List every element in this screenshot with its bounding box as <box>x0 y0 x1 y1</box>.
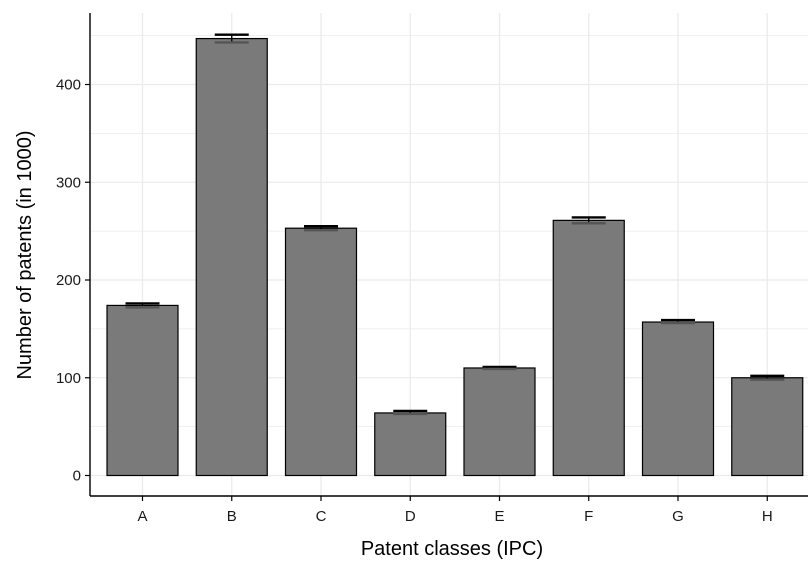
y-axis-title: Number of patents (in 1000) <box>14 130 36 379</box>
bars <box>106 37 804 477</box>
bar-c <box>284 227 358 477</box>
y-tick-label: 200 <box>56 272 81 289</box>
error-bar-g <box>661 318 695 325</box>
y-tick-label: 0 <box>73 468 81 485</box>
error-bars <box>125 33 785 416</box>
x-tick-label-f: F <box>584 508 593 525</box>
error-bar-d <box>393 409 428 416</box>
x-tick-label-e: E <box>494 508 504 525</box>
error-bar-a <box>125 302 160 309</box>
bar-f <box>552 219 625 477</box>
error-bar-h <box>750 374 785 381</box>
bar-g <box>641 321 715 477</box>
y-tick-label: 100 <box>56 370 81 387</box>
bar-h <box>731 377 804 477</box>
error-bar-c <box>304 225 338 232</box>
x-tick-label-b: B <box>227 508 237 525</box>
x-tick-label-a: A <box>137 508 147 525</box>
error-bar-f <box>571 216 606 225</box>
x-ticks: A B C D E F G H <box>137 496 773 525</box>
y-tick-label: 400 <box>56 77 81 94</box>
error-bar-b <box>214 33 249 44</box>
bar-b <box>195 37 268 477</box>
error-bar-e <box>482 365 517 371</box>
axes <box>89 13 808 497</box>
bar-a <box>106 304 179 477</box>
y-ticks: 0 100 200 300 400 <box>56 77 90 485</box>
x-tick-label-h: H <box>762 508 773 525</box>
bar-d <box>374 412 447 477</box>
x-tick-label-g: G <box>672 508 684 525</box>
x-tick-label-d: D <box>405 508 416 525</box>
bar-e <box>463 367 536 477</box>
y-tick-label: 300 <box>56 174 81 191</box>
x-tick-label-c: C <box>316 508 327 525</box>
x-axis-title: Patent classes (IPC) <box>361 538 543 560</box>
